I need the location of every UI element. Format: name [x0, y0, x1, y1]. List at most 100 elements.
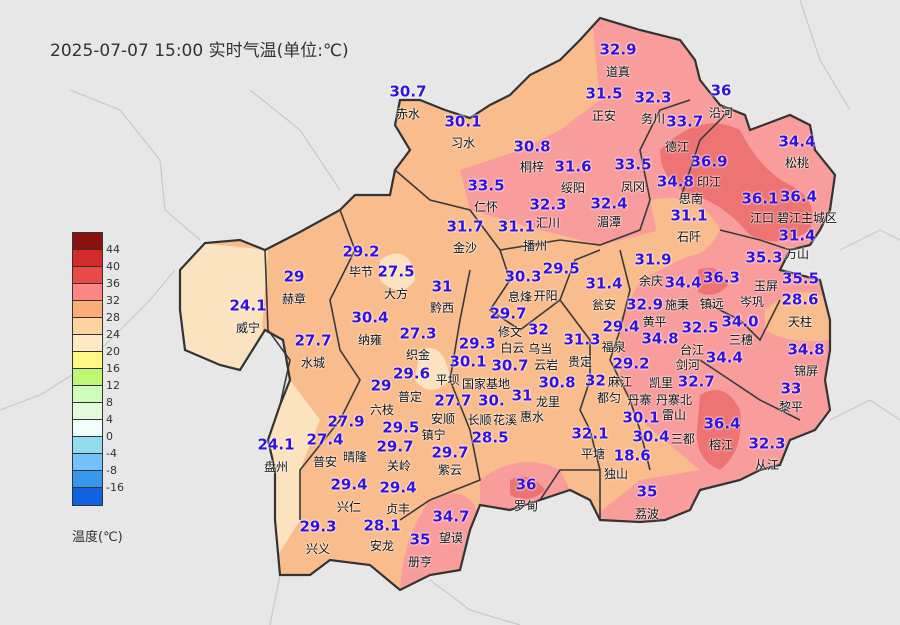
legend-swatch: [73, 318, 102, 335]
station-temperature: 32.3: [634, 88, 672, 107]
station-temperature: 27.7: [434, 391, 472, 410]
station-temperature: 34.0: [721, 312, 759, 331]
station-temperature: 34.4: [705, 348, 743, 367]
legend-tick: 12: [106, 379, 120, 392]
station-temperature: 34.4: [778, 132, 816, 151]
station-name: 沿河: [708, 106, 734, 120]
legend-tick: -8: [106, 464, 117, 477]
station-temperature: 33.5: [614, 155, 652, 174]
station-temperature: 30.8: [538, 373, 576, 392]
station-name: 丹寨: [627, 392, 652, 407]
station-temperature: 31: [511, 386, 533, 405]
station-temperature: 29.5: [382, 418, 420, 437]
legend-swatch: [73, 301, 102, 318]
station-name: 正安: [591, 109, 617, 123]
station-temperature: 32.3: [529, 195, 567, 214]
station-temperature: 34.8: [641, 329, 679, 348]
station-name: 松桃: [784, 156, 810, 170]
station-temperature: 33.5: [467, 176, 505, 195]
station-name: 水城: [300, 356, 326, 370]
station-temperature: 32.1: [571, 424, 609, 443]
legend-swatch: [73, 284, 102, 301]
station-temperature: 29: [283, 267, 305, 286]
station-temperature: 30.: [478, 391, 505, 410]
station-name: 荔波: [634, 507, 660, 521]
color-legend: [72, 232, 103, 506]
station-temperature: 34.8: [787, 340, 825, 359]
station-name: 三穗: [728, 333, 754, 347]
station-temperature: 27.5: [377, 262, 415, 281]
legend-tick: 28: [106, 311, 120, 324]
station-name: 凯里: [648, 375, 674, 390]
legend-swatch: [73, 335, 102, 352]
station-temperature: 33.7: [666, 112, 704, 131]
station-temperature: 32: [584, 371, 606, 390]
station-name: 赫章: [281, 292, 307, 306]
station-name: 丹寨北: [655, 392, 693, 407]
station-temperature: 24.1: [257, 435, 295, 454]
legend-swatch: [73, 471, 102, 488]
station-temperature: 29.4: [330, 475, 368, 494]
station-temperature: 28.6: [781, 290, 819, 309]
station-name: 罗甸: [513, 499, 539, 513]
station-name: 平塘: [580, 447, 606, 461]
station-temperature: 31.9: [634, 250, 672, 269]
station-name: 国家基地: [461, 376, 511, 391]
station-temperature: 35.5: [782, 269, 820, 288]
station-name: 开阳: [533, 288, 558, 303]
legend-tick: 24: [106, 328, 120, 341]
station-temperature: 32.4: [590, 194, 628, 213]
station-name: 云岩: [534, 358, 559, 373]
station-name: 榕江: [708, 438, 734, 452]
station-temperature: 30.4: [351, 308, 389, 327]
station-name: 息烽: [507, 290, 533, 304]
station-name: 普定: [397, 390, 423, 404]
legend-tick: 4: [106, 413, 113, 426]
station-name: 镇远: [699, 297, 725, 311]
legend-swatch: [73, 454, 102, 471]
station-temperature: 32.9: [626, 295, 664, 314]
legend-swatch: [73, 352, 102, 369]
station-temperature: 29.2: [612, 354, 650, 373]
station-name: 黔西: [429, 301, 455, 315]
station-name: 大方: [383, 287, 409, 301]
station-name: 镇宁: [421, 428, 446, 443]
station-name: 安龙: [369, 539, 395, 553]
station-name: 习水: [450, 136, 476, 150]
station-name: 长顺: [467, 413, 492, 428]
station-name: 平坝: [435, 373, 460, 388]
station-name: 纳雍: [357, 333, 383, 347]
station-name: 兴义: [305, 542, 331, 556]
station-name: 台江: [679, 343, 705, 357]
station-temperature: 32.3: [748, 434, 786, 453]
station-name: 汇川: [535, 215, 561, 230]
station-temperature: 34.4: [664, 273, 702, 292]
station-temperature: 30.1: [444, 112, 482, 131]
legend-swatch: [73, 420, 102, 437]
station-name: 仁怀: [473, 200, 499, 214]
station-name: 雷山: [661, 407, 687, 422]
station-name: 乌当: [528, 342, 553, 357]
legend-swatch: [73, 386, 102, 403]
station-name: 思南: [678, 191, 704, 206]
station-name: 桐梓: [519, 160, 545, 174]
station-temperature: 27.9: [327, 412, 365, 431]
station-name: 道真: [605, 65, 631, 79]
station-name: 惠水: [519, 410, 545, 424]
station-name: 麻江: [607, 374, 633, 389]
province-outline: [178, 16, 837, 592]
station-name: 黎平: [778, 400, 804, 415]
station-name: 威宁: [235, 321, 261, 335]
station-name: 册亨: [407, 555, 433, 569]
station-temperature: 32: [527, 320, 549, 339]
station-temperature: 36.4: [779, 187, 818, 206]
station-temperature: 29.5: [542, 259, 580, 278]
station-temperature: 29.2: [342, 242, 380, 261]
station-temperature: 32.5: [681, 318, 719, 337]
station-name: 绥阳: [560, 181, 586, 195]
station-name: 紫云: [437, 462, 463, 477]
county-borders: [264, 99, 801, 521]
